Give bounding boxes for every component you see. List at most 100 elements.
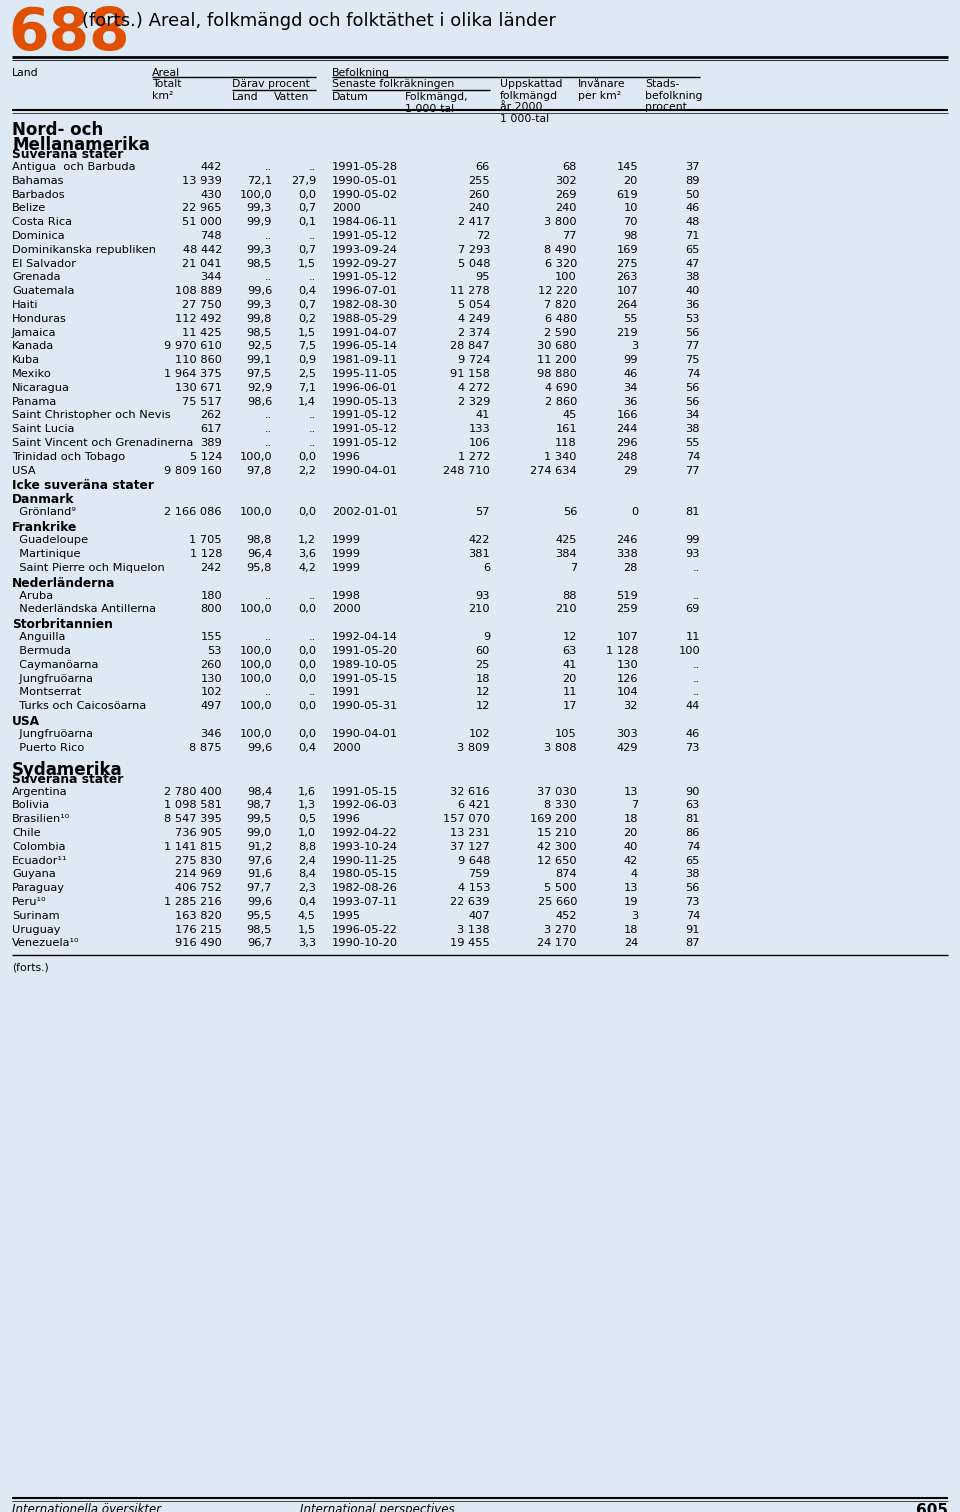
Text: 2,2: 2,2 xyxy=(299,466,316,476)
Text: Panama: Panama xyxy=(12,396,58,407)
Text: 53: 53 xyxy=(685,314,700,324)
Text: 1,4: 1,4 xyxy=(298,396,316,407)
Text: 605: 605 xyxy=(916,1503,948,1512)
Text: 56: 56 xyxy=(685,383,700,393)
Text: ..: .. xyxy=(693,688,700,697)
Text: 0,0: 0,0 xyxy=(298,605,316,614)
Text: Brasilien¹⁰: Brasilien¹⁰ xyxy=(12,813,70,824)
Text: 13: 13 xyxy=(623,786,638,797)
Text: ..: .. xyxy=(309,688,316,697)
Text: 0,7: 0,7 xyxy=(298,204,316,213)
Text: 2,4: 2,4 xyxy=(299,856,316,865)
Text: 274 634: 274 634 xyxy=(530,466,577,476)
Text: 55: 55 xyxy=(623,314,638,324)
Text: 65: 65 xyxy=(685,245,700,256)
Text: 3 270: 3 270 xyxy=(544,925,577,934)
Text: 155: 155 xyxy=(201,632,222,643)
Text: 99,0: 99,0 xyxy=(247,829,272,838)
Text: 4,2: 4,2 xyxy=(299,562,316,573)
Text: 296: 296 xyxy=(616,438,638,448)
Text: 20: 20 xyxy=(563,674,577,683)
Text: 91 158: 91 158 xyxy=(450,369,490,380)
Text: Anguilla: Anguilla xyxy=(12,632,65,643)
Text: 99,6: 99,6 xyxy=(247,286,272,296)
Text: 1982-08-26: 1982-08-26 xyxy=(332,883,397,894)
Text: Nederländska Antillerna: Nederländska Antillerna xyxy=(12,605,156,614)
Text: 1990-05-13: 1990-05-13 xyxy=(332,396,398,407)
Text: 344: 344 xyxy=(201,272,222,283)
Text: 2 374: 2 374 xyxy=(458,328,490,337)
Text: 90: 90 xyxy=(685,786,700,797)
Text: 18: 18 xyxy=(623,813,638,824)
Text: 3: 3 xyxy=(631,342,638,351)
Text: 4 249: 4 249 xyxy=(458,314,490,324)
Text: 407: 407 xyxy=(468,910,490,921)
Text: 32 616: 32 616 xyxy=(450,786,490,797)
Text: 1984-06-11: 1984-06-11 xyxy=(332,218,398,227)
Text: 12: 12 xyxy=(563,632,577,643)
Text: 1,5: 1,5 xyxy=(298,925,316,934)
Text: 98,7: 98,7 xyxy=(247,800,272,810)
Text: 87: 87 xyxy=(685,939,700,948)
Text: 21 041: 21 041 xyxy=(182,259,222,269)
Text: 1996-05-14: 1996-05-14 xyxy=(332,342,398,351)
Text: Vatten: Vatten xyxy=(274,92,309,101)
Text: Land: Land xyxy=(232,92,258,101)
Text: Martinique: Martinique xyxy=(12,549,81,559)
Text: 98,4: 98,4 xyxy=(247,786,272,797)
Text: Surinam: Surinam xyxy=(12,910,60,921)
Text: 100,0: 100,0 xyxy=(239,605,272,614)
Text: 99,5: 99,5 xyxy=(247,813,272,824)
Text: 107: 107 xyxy=(616,632,638,643)
Text: 180: 180 xyxy=(201,591,222,600)
Text: 99,1: 99,1 xyxy=(247,355,272,366)
Text: Saint Pierre och Miquelon: Saint Pierre och Miquelon xyxy=(12,562,165,573)
Text: 916 490: 916 490 xyxy=(175,939,222,948)
Text: 63: 63 xyxy=(685,800,700,810)
Text: 27,9: 27,9 xyxy=(291,175,316,186)
Text: ..: .. xyxy=(693,591,700,600)
Text: 0,0: 0,0 xyxy=(298,646,316,656)
Text: 28: 28 xyxy=(624,562,638,573)
Text: Land: Land xyxy=(12,68,38,79)
Text: 442: 442 xyxy=(201,162,222,172)
Text: Sydamerika: Sydamerika xyxy=(12,761,123,779)
Text: Kuba: Kuba xyxy=(12,355,40,366)
Text: 37 030: 37 030 xyxy=(538,786,577,797)
Text: Mellanamerika: Mellanamerika xyxy=(12,136,150,154)
Text: 56: 56 xyxy=(685,328,700,337)
Text: 57: 57 xyxy=(475,508,490,517)
Text: 406 752: 406 752 xyxy=(176,883,222,894)
Text: 617: 617 xyxy=(201,425,222,434)
Text: 9 809 160: 9 809 160 xyxy=(164,466,222,476)
Text: 96,4: 96,4 xyxy=(247,549,272,559)
Text: 255: 255 xyxy=(468,175,490,186)
Text: 1980-05-15: 1980-05-15 xyxy=(332,869,398,880)
Text: 4,5: 4,5 xyxy=(298,910,316,921)
Text: 53: 53 xyxy=(207,646,222,656)
Text: Datum: Datum xyxy=(332,92,369,101)
Text: Grönland⁹: Grönland⁹ xyxy=(12,508,76,517)
Text: 748: 748 xyxy=(201,231,222,240)
Text: 130: 130 xyxy=(201,674,222,683)
Text: 9 970 610: 9 970 610 xyxy=(164,342,222,351)
Text: 346: 346 xyxy=(201,729,222,739)
Text: 29: 29 xyxy=(624,466,638,476)
Text: 40: 40 xyxy=(685,286,700,296)
Text: 1981-09-11: 1981-09-11 xyxy=(332,355,398,366)
Text: Stads-
befolkning
procent: Stads- befolkning procent xyxy=(645,79,703,112)
Text: Haiti: Haiti xyxy=(12,299,38,310)
Text: 11 425: 11 425 xyxy=(182,328,222,337)
Text: 1999: 1999 xyxy=(332,535,361,546)
Text: 88: 88 xyxy=(563,591,577,600)
Text: 118: 118 xyxy=(555,438,577,448)
Text: 56: 56 xyxy=(563,508,577,517)
Text: 86: 86 xyxy=(685,829,700,838)
Text: Belize: Belize xyxy=(12,204,46,213)
Text: ..: .. xyxy=(265,162,272,172)
Text: 8 875: 8 875 xyxy=(189,742,222,753)
Text: 452: 452 xyxy=(556,910,577,921)
Text: Saint Christopher och Nevis: Saint Christopher och Nevis xyxy=(12,410,171,420)
Text: 263: 263 xyxy=(616,272,638,283)
Text: 7: 7 xyxy=(631,800,638,810)
